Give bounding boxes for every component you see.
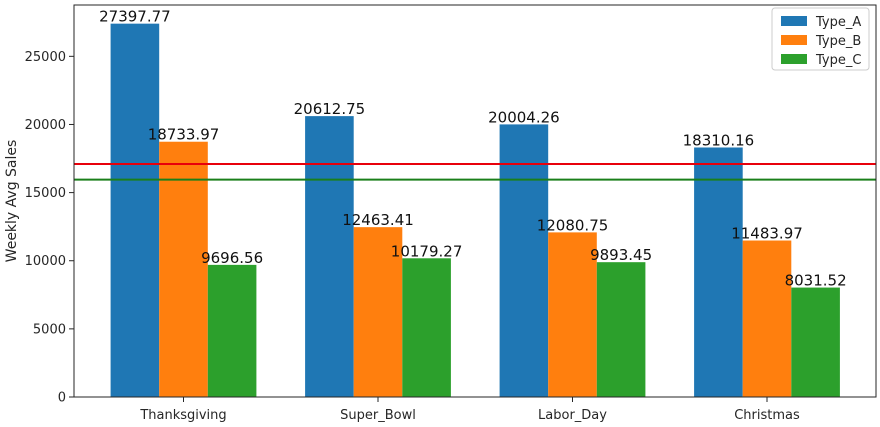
y-axis: 0 5000 10000 15000 20000 25000 — [25, 50, 74, 406]
legend-swatch — [781, 16, 807, 26]
legend-label: Type_A — [815, 15, 861, 30]
x-tick-label: Super_Bowl — [340, 408, 416, 423]
y-tick-label: 0 — [58, 391, 66, 406]
legend: Type_A Type_B Type_C — [771, 7, 870, 71]
legend-swatch — [781, 35, 807, 45]
data-label: 9893.45 — [590, 246, 652, 264]
bar-christmas-type_a — [694, 147, 743, 397]
bar-thanksgiving-type_b — [159, 141, 208, 397]
reference-lines-layer — [74, 162, 876, 181]
x-tick-label: Christmas — [734, 408, 800, 423]
y-tick-label: 5000 — [33, 322, 66, 337]
bar-labor_day-type_b — [548, 232, 597, 397]
legend-label: Type_B — [815, 34, 861, 49]
legend-label: Type_C — [815, 53, 861, 68]
y-tick-label: 15000 — [25, 186, 66, 201]
data-label: 8031.52 — [785, 272, 847, 290]
data-label: 9696.56 — [201, 249, 263, 267]
x-axis: Thanksgiving Super_Bowl Labor_Day Christmas — [139, 397, 800, 423]
data-label: 20612.75 — [294, 100, 366, 118]
y-tick-label: 20000 — [25, 118, 66, 133]
bar-christmas-type_c — [791, 287, 840, 397]
bar-christmas-type_b — [742, 240, 792, 397]
bar-labor_day-type_c — [596, 262, 646, 397]
data-label: 12463.41 — [342, 211, 414, 229]
legend-swatch — [781, 54, 807, 64]
data-labels-layer: 27397.77 18733.97 9696.56 20612.75 12463.41 1… — [99, 8, 847, 290]
bar-super_bowl-type_b — [353, 227, 403, 397]
x-tick-label: Thanksgiving — [139, 408, 226, 423]
bar-thanksgiving-type_a — [110, 23, 160, 397]
bars-layer — [110, 23, 840, 398]
bar-thanksgiving-type_c — [207, 264, 257, 397]
data-label: 12080.75 — [537, 216, 609, 234]
bar-super_bowl-type_c — [402, 258, 451, 397]
plot-frame — [73, 4, 877, 398]
data-label: 20004.26 — [488, 108, 560, 126]
data-label: 11483.97 — [731, 225, 803, 243]
data-label: 18733.97 — [148, 126, 220, 144]
bar-super_bowl-type_a — [305, 116, 354, 398]
data-label: 27397.77 — [99, 8, 171, 26]
data-label: 18310.16 — [683, 131, 755, 149]
data-label: 10179.27 — [391, 242, 463, 260]
bar-labor_day-type_a — [499, 124, 549, 397]
x-tick-label: Labor_Day — [538, 408, 607, 423]
y-axis-title: Weekly Avg Sales — [4, 140, 20, 263]
y-tick-label: 10000 — [25, 254, 66, 269]
y-tick-label: 25000 — [25, 50, 66, 65]
